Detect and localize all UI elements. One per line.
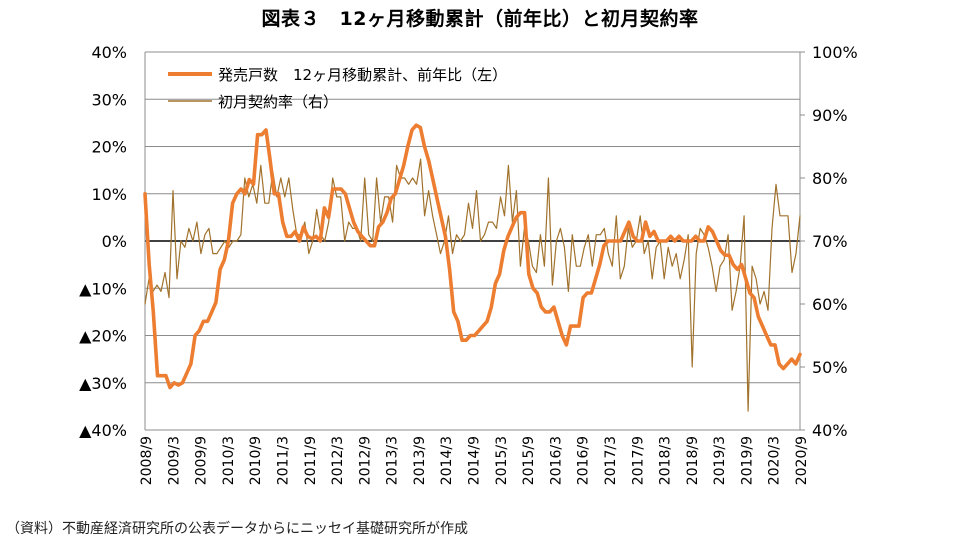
contract-rate-line (144, 158, 801, 412)
right-tick-label: 40% (812, 421, 848, 440)
x-tick-label: 2015/3 (494, 436, 510, 485)
x-tick-label: 2017/3 (603, 436, 619, 485)
right-tick-label: 50% (812, 358, 848, 377)
axes: 40% 30% 20% 10% 0% ▲10% ▲20% ▲30% ▲40% 100% 90% 80%… (79, 43, 858, 485)
right-tick-label: 60% (812, 295, 848, 314)
x-tick-label: 2014/3 (439, 436, 455, 485)
chart-title: 図表３ 12ヶ月移動累計（前年比）と初月契約率 (261, 8, 699, 30)
x-tick-label: 2017/9 (630, 436, 646, 485)
x-tick-label: 2013/3 (385, 436, 401, 485)
left-tick-label: ▲40% (79, 421, 127, 440)
x-tick-label: 2016/3 (548, 436, 564, 485)
x-tick-label: 2012/3 (330, 436, 346, 485)
sales-yoy-line (143, 123, 802, 390)
x-tick-label: 2009/9 (194, 436, 210, 485)
left-tick-label: ▲20% (79, 327, 127, 346)
x-tick-label: 2014/9 (467, 436, 483, 485)
x-tick-label: 2010/3 (221, 436, 237, 485)
x-tick-label: 2011/9 (303, 436, 319, 485)
x-tick-label: 2016/9 (576, 436, 592, 485)
x-tick-label: 2013/9 (412, 436, 428, 485)
right-tick-label: 70% (812, 232, 848, 251)
x-tick-label: 2008/9 (139, 436, 155, 485)
left-tick-label: 20% (91, 138, 127, 157)
x-tick-label: 2019/3 (712, 436, 728, 485)
x-tick-label: 2015/9 (521, 436, 537, 485)
x-tick-label: 2009/3 (166, 436, 182, 485)
left-tick-label: 10% (91, 185, 127, 204)
left-tick-label: 30% (91, 90, 127, 109)
x-tick-label: 2011/3 (275, 436, 291, 485)
x-tick-label: 2019/9 (739, 436, 755, 485)
x-tick-label: 2018/9 (685, 436, 701, 485)
left-tick-label: 0% (102, 232, 127, 251)
x-tick-label: 2012/9 (357, 436, 373, 485)
legend-contract-label: 初月契約率（右） (218, 93, 338, 111)
left-tick-label: 40% (91, 43, 127, 62)
right-tick-label: 100% (812, 43, 858, 62)
x-tick-label: 2010/9 (248, 436, 264, 485)
legend: 発売戸数 12ヶ月移動累計、前年比（左） 初月契約率（右） (168, 66, 507, 111)
x-tick-label: 2020/3 (767, 436, 783, 485)
right-tick-label: 90% (812, 106, 848, 125)
right-tick-label: 80% (812, 169, 848, 188)
legend-sales-label: 発売戸数 12ヶ月移動累計、前年比（左） (218, 66, 507, 84)
x-tick-label: 2020/9 (794, 436, 810, 485)
series-lines (143, 123, 802, 412)
source-note: （資料）不動産経済研究所の公表データからにニッセイ基礎研究所が作成 (6, 521, 468, 537)
left-tick-label: ▲10% (79, 279, 127, 298)
x-tick-label: 2018/3 (658, 436, 674, 485)
left-tick-label: ▲30% (79, 374, 127, 393)
